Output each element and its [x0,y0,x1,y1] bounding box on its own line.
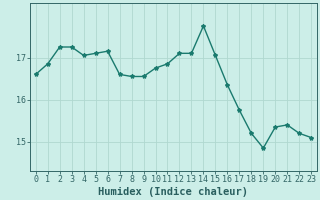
X-axis label: Humidex (Indice chaleur): Humidex (Indice chaleur) [99,187,249,197]
